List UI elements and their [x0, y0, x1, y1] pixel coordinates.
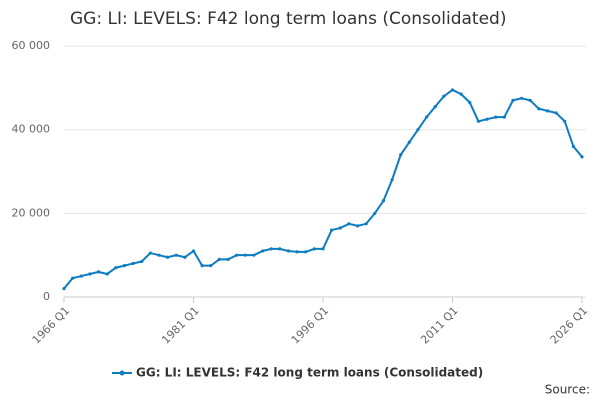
- data-point: [183, 255, 187, 259]
- data-point: [433, 105, 437, 109]
- data-point: [502, 115, 506, 119]
- data-point: [122, 264, 127, 268]
- data-point: [442, 94, 446, 98]
- y-tick-label: 40 000: [12, 123, 51, 136]
- data-point: [321, 247, 325, 251]
- data-point: [416, 128, 420, 132]
- legend-marker: [119, 370, 125, 376]
- data-point: [330, 228, 334, 232]
- data-point: [381, 199, 386, 203]
- data-point: [252, 253, 256, 257]
- data-point: [450, 88, 455, 92]
- data-point: [71, 276, 75, 280]
- data-point: [140, 259, 144, 264]
- data-point: [148, 251, 152, 255]
- data-point: [494, 115, 498, 119]
- data-point: [114, 266, 118, 270]
- data-point: [260, 249, 265, 253]
- data-point: [226, 257, 230, 261]
- data-point: [62, 287, 66, 291]
- y-tick-label: 20 000: [12, 206, 51, 219]
- data-point: [200, 264, 204, 268]
- legend-label: GG: LI: LEVELS: F42 long term loans (Con…: [136, 366, 483, 380]
- data-point: [131, 261, 135, 266]
- data-point: [243, 253, 247, 257]
- data-point: [399, 153, 403, 157]
- data-point: [347, 222, 351, 226]
- data-point: [580, 155, 584, 159]
- data-point: [528, 98, 532, 102]
- chart-title: GG: LI: LEVELS: F42 long term loans (Con…: [70, 9, 506, 29]
- data-point: [355, 224, 360, 228]
- data-point: [209, 264, 213, 268]
- source: Source:: [545, 383, 590, 397]
- data-point: [217, 257, 221, 261]
- data-point: [476, 119, 480, 123]
- data-point: [338, 226, 342, 230]
- data-point: [407, 140, 411, 144]
- data-point: [364, 222, 368, 226]
- data-point: [157, 253, 161, 257]
- data-point: [166, 255, 170, 259]
- data-point: [174, 253, 178, 257]
- y-tick-label: 60 000: [12, 39, 51, 52]
- data-point: [278, 247, 282, 251]
- series-line: [63, 88, 583, 290]
- data-point: [519, 96, 524, 100]
- data-point: [425, 115, 429, 119]
- data-point: [373, 211, 377, 215]
- data-point: [485, 117, 489, 121]
- data-point: [459, 92, 463, 96]
- x-tick-label: 1996 Q1: [289, 304, 332, 347]
- data-point: [96, 270, 101, 274]
- data-point: [390, 178, 394, 182]
- x-tick-label: 1981 Q1: [159, 304, 202, 347]
- data-point: [554, 111, 558, 115]
- data-point: [295, 250, 299, 254]
- x-tick-label: 2011 Q1: [418, 304, 461, 347]
- data-point: [191, 249, 196, 253]
- data-point: [545, 109, 550, 113]
- data-point: [88, 272, 92, 276]
- data-point: [537, 107, 541, 111]
- data-point: [563, 119, 567, 123]
- x-tick-label: 1966 Q1: [30, 304, 73, 347]
- data-point: [286, 249, 291, 253]
- data-point: [468, 100, 472, 105]
- data-point: [511, 98, 515, 102]
- data-point: [105, 272, 109, 276]
- data-point: [304, 250, 308, 254]
- data-point: [571, 144, 575, 148]
- data-point: [312, 247, 316, 251]
- data-point: [235, 253, 239, 257]
- data-point: [269, 247, 273, 251]
- data-point: [79, 274, 83, 278]
- y-tick-label: 0: [43, 290, 50, 303]
- x-tick-label: 2026 Q1: [548, 304, 591, 347]
